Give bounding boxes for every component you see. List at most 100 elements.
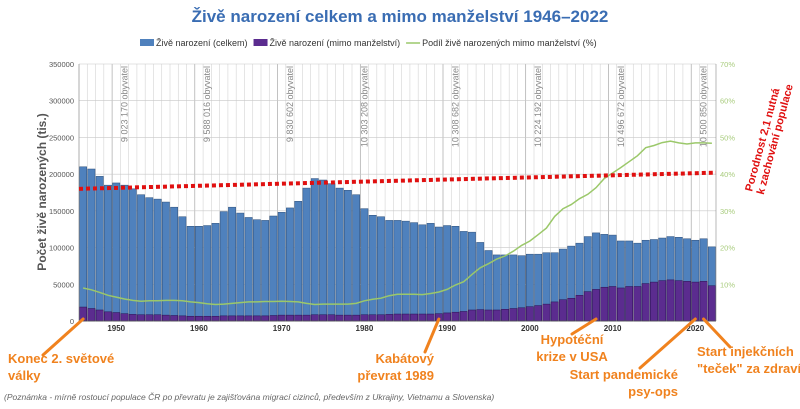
annotation-label: Kabátový xyxy=(375,351,434,366)
x-tick-label: 2000 xyxy=(521,324,539,333)
bar-total xyxy=(161,201,170,322)
bar-extramarital xyxy=(443,312,452,322)
x-tick-label: 2010 xyxy=(604,324,622,333)
bar-extramarital xyxy=(401,313,410,322)
bar-extramarital xyxy=(219,315,228,322)
annotation-arrow xyxy=(570,317,598,336)
bar-total xyxy=(269,215,278,322)
bar-extramarital xyxy=(616,287,625,322)
bar-extramarital xyxy=(641,283,650,322)
legend-label: Živě narození (mimo manželství) xyxy=(270,38,401,48)
bar-total xyxy=(459,231,468,322)
bar-total xyxy=(286,207,294,322)
bar-total xyxy=(418,224,427,322)
bar-extramarital xyxy=(426,313,435,322)
legend-swatch xyxy=(140,39,154,46)
bar-extramarital xyxy=(302,314,311,322)
bar-extramarital xyxy=(203,315,212,322)
annotation-label: převrat 1989 xyxy=(357,368,434,383)
bar-extramarital xyxy=(492,309,501,322)
x-tick-label: 1980 xyxy=(356,324,374,333)
bar-extramarital xyxy=(509,308,518,322)
bar-extramarital xyxy=(517,307,526,322)
bar-extramarital xyxy=(707,285,716,322)
bar-extramarital xyxy=(468,309,476,322)
bar-extramarital xyxy=(195,315,203,322)
bar-total xyxy=(87,168,96,322)
bar-extramarital xyxy=(674,280,683,322)
y-tick-label: 150000 xyxy=(49,207,74,216)
bar-total xyxy=(434,226,443,322)
bar-total xyxy=(244,217,253,322)
bar-extramarital xyxy=(137,314,145,322)
bar-extramarital xyxy=(277,314,286,322)
x-tick-label: 1990 xyxy=(438,324,456,333)
bar-total xyxy=(137,194,145,322)
y2-tick-label: 20% xyxy=(720,244,735,253)
bar-extramarital xyxy=(410,313,418,322)
bar-extramarital xyxy=(633,286,642,322)
bar-extramarital xyxy=(95,309,104,322)
x-tick-label: 1950 xyxy=(107,324,125,333)
bar-total xyxy=(377,216,385,322)
bar-total xyxy=(476,242,485,322)
bar-total xyxy=(451,226,460,322)
bar-extramarital xyxy=(691,281,700,322)
bar-total xyxy=(393,220,402,322)
bar-extramarital xyxy=(269,315,278,322)
bar-extramarital xyxy=(186,315,195,322)
bar-total xyxy=(252,219,261,322)
bar-extramarital xyxy=(567,297,576,322)
bar-extramarital xyxy=(575,295,584,322)
bar-extramarital xyxy=(244,315,253,322)
bar-extramarital xyxy=(385,314,394,322)
legend-label: Živě narození (celkem) xyxy=(156,38,248,48)
bar-extramarital xyxy=(360,314,369,322)
bar-extramarital xyxy=(666,279,675,322)
bar-extramarital xyxy=(393,313,402,322)
bar-extramarital xyxy=(534,305,543,322)
bar-extramarital xyxy=(683,281,691,322)
population-label: 10 308 682 obyvatel xyxy=(450,66,460,147)
y-tick-label: 300000 xyxy=(49,97,74,106)
legend-swatch xyxy=(253,39,268,46)
y2-tick-label: 50% xyxy=(720,133,735,142)
population-label: 10 303 208 obyvatel xyxy=(359,66,369,147)
grid xyxy=(78,63,716,322)
bar-total xyxy=(335,187,344,322)
bar-total xyxy=(236,212,245,322)
bar-extramarital xyxy=(310,314,319,322)
bar-extramarital xyxy=(104,311,112,322)
bar-total xyxy=(261,220,270,322)
bar-extramarital xyxy=(153,314,162,322)
bar-extramarital xyxy=(592,289,600,322)
bar-extramarital xyxy=(699,281,708,322)
x-tick-label: 2020 xyxy=(686,324,704,333)
bar-total xyxy=(203,225,212,322)
annotation-arrow xyxy=(41,317,85,357)
y-tick-label: 200000 xyxy=(49,170,74,179)
bars xyxy=(79,140,716,322)
bar-extramarital xyxy=(145,314,154,322)
bar-extramarital xyxy=(178,315,187,322)
bar-extramarital xyxy=(170,315,179,322)
bar-extramarital xyxy=(459,311,468,322)
bar-extramarital xyxy=(294,314,303,322)
annotation-label: Start pandemické xyxy=(570,367,678,382)
bar-extramarital xyxy=(451,311,460,322)
bar-extramarital xyxy=(525,306,534,322)
y-tick-label: 350000 xyxy=(49,60,74,69)
annotation-label: Hypotéční xyxy=(541,332,604,347)
bar-extramarital xyxy=(501,309,509,322)
y2-tick-label: 70% xyxy=(720,60,735,69)
bar-total xyxy=(385,220,394,322)
bar-total xyxy=(410,222,418,322)
bar-total xyxy=(368,215,377,322)
bar-total xyxy=(120,184,129,322)
bar-extramarital xyxy=(377,314,385,322)
bar-extramarital xyxy=(252,315,261,322)
bar-total xyxy=(178,216,187,322)
bar-extramarital xyxy=(112,312,121,322)
y2-tick-label: 60% xyxy=(720,97,735,106)
